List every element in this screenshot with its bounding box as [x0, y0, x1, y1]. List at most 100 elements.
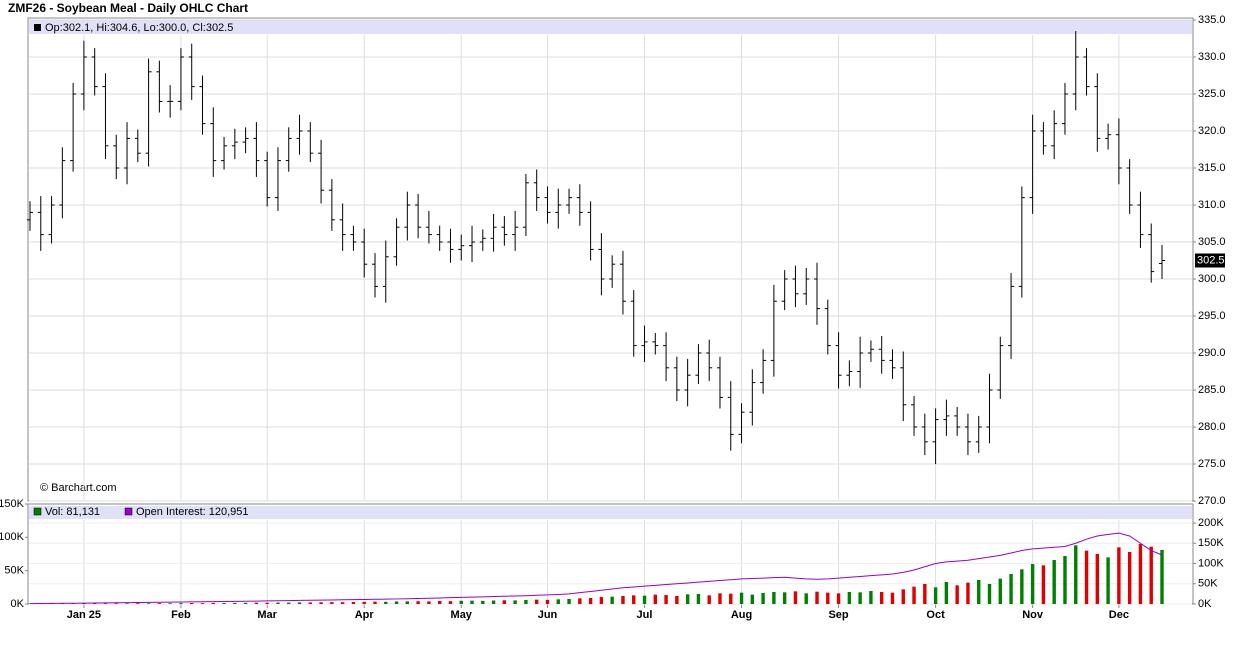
volume-bar [901, 589, 905, 604]
volume-bar [136, 603, 140, 604]
volume-bar [804, 593, 808, 604]
volume-bar [567, 599, 571, 604]
volume-bar [190, 603, 194, 604]
volume-bar [200, 603, 205, 604]
volume-bar [621, 596, 625, 604]
y-tick-label: 150K [0, 498, 25, 510]
x-tick-label: Jun [538, 609, 558, 621]
volume-bar [351, 602, 356, 604]
volume-bar [815, 591, 819, 604]
volume-bar [168, 603, 172, 604]
volume-bar [826, 592, 830, 604]
volume-bar [772, 592, 776, 604]
volume-bar [502, 600, 507, 604]
volume-bar [114, 603, 118, 604]
volume-bar [1106, 557, 1110, 604]
volume-bar [944, 582, 949, 604]
y2-tick-label: 200K [1198, 517, 1224, 529]
volume-bar [1160, 549, 1164, 604]
volume-bar [513, 600, 517, 604]
volume-bar [470, 600, 474, 604]
volume-bar [588, 598, 593, 604]
x-tick-label: Dec [1109, 609, 1129, 621]
volume-bar [157, 603, 162, 604]
volume-bar [233, 602, 237, 604]
volume-bar [1009, 574, 1013, 604]
volume-bar [1127, 552, 1132, 604]
x-tick-label: Nov [1022, 609, 1044, 621]
legend-label: Vol: 81,131 [45, 506, 100, 518]
volume-bar [977, 580, 981, 604]
volume-bar [750, 594, 755, 604]
volume-bar [1138, 544, 1143, 604]
volume-bar [287, 602, 291, 604]
y-tick-label: 100K [0, 531, 25, 543]
x-tick-label: Jul [637, 609, 653, 621]
volume-bar [71, 603, 75, 604]
x-tick-label: Aug [731, 609, 752, 621]
volume-bar [405, 601, 410, 604]
volume-bar [1052, 560, 1056, 604]
open-interest-line [29, 532, 1163, 605]
x-tick-label: Oct [926, 609, 945, 621]
volume-bar [869, 591, 873, 604]
y2-tick-label: 150K [1198, 537, 1224, 549]
volume-bar [836, 593, 841, 604]
volume-bar [265, 602, 269, 604]
y-tick-label: 280.0 [1198, 421, 1226, 433]
y-tick-label: 335.0 [1198, 14, 1226, 26]
last-price-label: 302.5 [1197, 254, 1225, 266]
y2-tick-label: 100K [1198, 557, 1224, 569]
price-legend-swatch [34, 24, 41, 31]
y-tick-label: 295.0 [1198, 310, 1226, 322]
volume-bar [179, 603, 183, 604]
volume-bar [459, 600, 463, 604]
volume-bar [524, 600, 528, 604]
volume-bar [384, 601, 388, 604]
volume-bar [1041, 565, 1046, 604]
volume-bar [556, 599, 560, 604]
volume-bar [362, 601, 366, 604]
volume-bar [1030, 564, 1035, 604]
volume-bar [427, 601, 431, 604]
volume-bar [1063, 556, 1067, 604]
volume-bar [782, 592, 787, 604]
price-panel [27, 17, 1194, 502]
x-tick-label: Feb [171, 609, 191, 621]
volume-bar [1117, 547, 1121, 604]
volume-bar [966, 582, 970, 604]
volume-bar [632, 595, 636, 604]
volume-bar [879, 592, 884, 604]
y-tick-label: 300.0 [1198, 273, 1226, 285]
volume-bar [739, 592, 744, 604]
x-tick-label: May [451, 609, 473, 621]
volume-bar [448, 601, 453, 604]
x-tick-label: Sep [828, 609, 848, 621]
y-tick-label: 50K [4, 565, 24, 577]
volume-bar [912, 586, 916, 604]
legend-label: Open Interest: 120,951 [136, 506, 249, 518]
x-tick-label: Jan 25 [67, 609, 101, 621]
volume-bar [718, 593, 722, 604]
volume-header [29, 506, 1192, 519]
volume-bar [254, 602, 259, 604]
volume-bar [222, 603, 226, 604]
volume-bar [793, 591, 798, 604]
volume-bar [481, 600, 485, 604]
volume-bar [858, 592, 862, 604]
volume-bar [696, 594, 701, 604]
volume-bar [330, 602, 334, 604]
volume-bar [1149, 546, 1153, 604]
volume-bar [642, 595, 647, 604]
volume-bar [243, 602, 248, 604]
y-tick-label: 305.0 [1198, 236, 1226, 248]
volume-bar [545, 599, 550, 604]
x-tick-label: Mar [257, 609, 277, 621]
volume-bar [675, 596, 679, 604]
volume-bar [491, 600, 496, 604]
y-tick-label: 275.0 [1198, 458, 1226, 470]
volume-bar [1084, 550, 1089, 604]
volume-bar [955, 585, 959, 604]
y-tick-label: 270.0 [1198, 495, 1226, 507]
